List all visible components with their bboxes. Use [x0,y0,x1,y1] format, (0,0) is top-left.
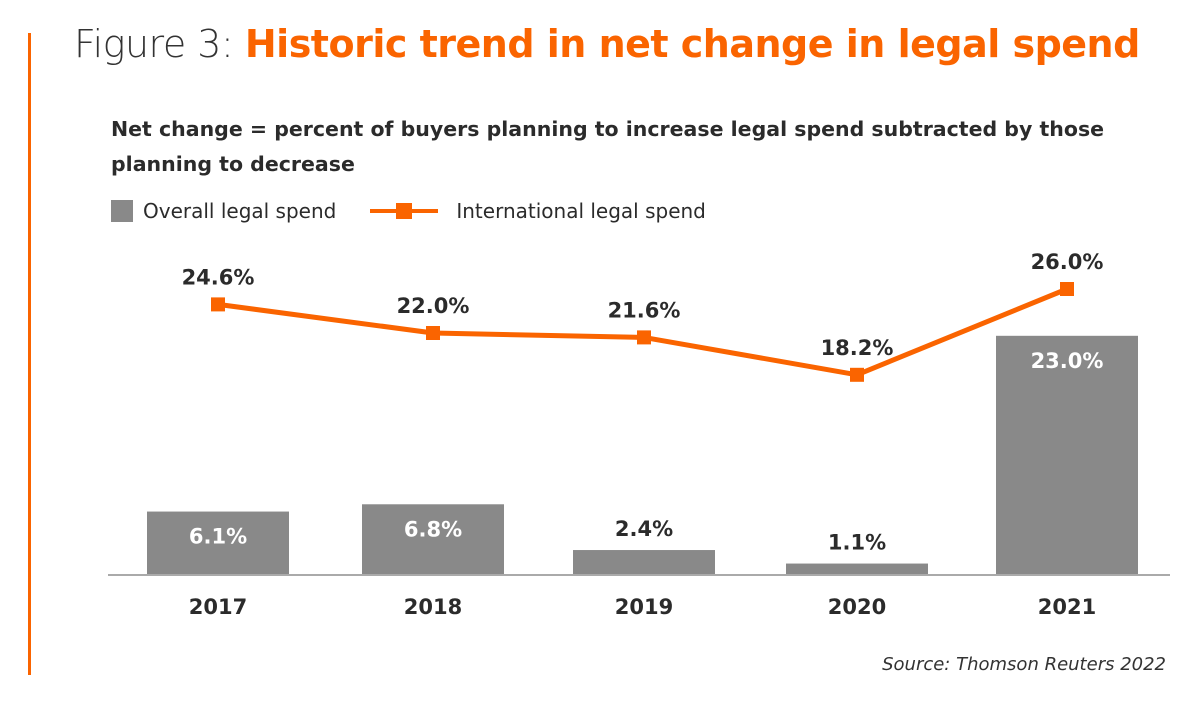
bar-label-2021: 23.0% [1031,349,1104,373]
legend: Overall legal spend International legal … [111,199,706,223]
bar-label-2017: 6.1% [189,525,247,549]
line-label-2017: 24.6% [182,265,255,289]
line-label-2021: 26.0% [1031,250,1104,274]
x-tick-label-2021: 2021 [1038,595,1096,619]
source-note: Source: Thomson Reuters 2022 [882,654,1166,675]
x-tick-label-2019: 2019 [615,595,673,619]
line-marker-2017 [211,297,225,312]
x-tick-label-2020: 2020 [828,595,886,619]
bar-2020 [786,563,928,575]
legend-label-overall: Overall legal spend [143,199,337,223]
chart-title: Figure 3: Historic trend in net change i… [74,22,1140,66]
legend-line-marker-icon [370,203,439,219]
bar-2018 [362,504,504,575]
chart-subtitle: Net change = percent of buyers planning … [111,117,1105,176]
title-prefix: Figure 3: [74,22,234,66]
line-label-2019: 21.6% [608,298,681,322]
legend-label-international: International legal spend [456,199,706,223]
x-tick-label-2017: 2017 [189,595,247,619]
line-label-2020: 18.2% [821,336,894,360]
bar-2021 [996,335,1138,575]
bar-label-2020: 1.1% [828,531,886,555]
x-tick-label-2018: 2018 [404,595,462,619]
legend-bar-swatch-icon [111,200,133,222]
bar-2019 [573,550,715,575]
title-main: Historic trend in net change in legal sp… [244,22,1140,66]
bar-label-2018: 6.8% [404,517,462,541]
accent-bar [28,33,31,675]
line-marker-2018 [426,326,440,340]
line-marker-2020 [850,367,864,382]
bar-2017 [147,511,289,575]
line-label-2018: 22.0% [397,294,470,318]
bar-label-2019: 2.4% [615,517,673,541]
line-marker-2021 [1060,282,1074,296]
line-marker-2019 [637,330,651,345]
